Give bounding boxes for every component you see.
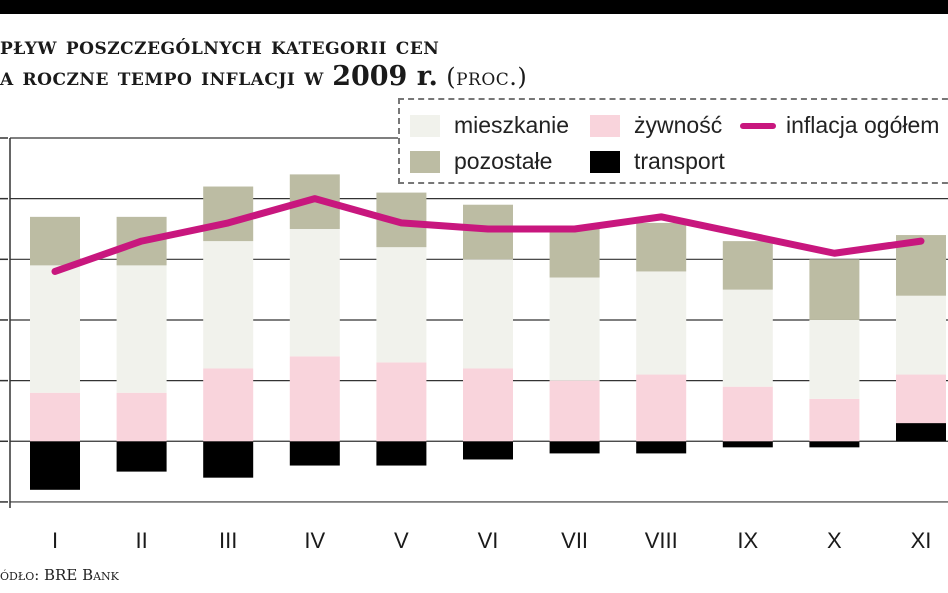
line-inflacja-ogolem [51,195,925,275]
source-note: ódło: BRE Bank [0,566,119,584]
legend-item-pozostale: pozostałe [410,148,552,175]
x-tick-label: I [52,528,58,553]
bar-mieszkanie-I [30,265,80,393]
bar-żywność-VIII [636,374,687,442]
chart-legend: mieszkanie żywność inflacja ogółem pozos… [398,98,948,184]
bar-mieszkanie-II [116,265,167,393]
legend-item-inflacja-ogolem: inflacja ogółem [740,112,939,139]
bar-transport-III [203,441,254,478]
bar-pozostałe-I [30,216,80,266]
bar-żywność-XI [896,374,946,424]
bar-transport-XI [896,423,946,442]
bar-żywność-II [116,392,167,442]
x-tick-label: VII [561,528,588,553]
bar-mieszkanie-VIII [636,271,687,375]
bar-żywność-V [376,362,427,442]
legend-swatch-mieszkanie [410,114,440,137]
bar-żywność-III [203,368,254,442]
title-year: 2009 r. [332,61,438,92]
bar-żywność-VII [549,380,600,442]
bar-transport-II [116,441,167,472]
legend-item-mieszkanie: mieszkanie [410,112,569,139]
title-line-2: a roczne tempo inflacji w [0,62,324,91]
bar-transport-IV [289,441,340,466]
bar-pozostałe-X [809,259,860,320]
x-tick-label: II [135,528,147,553]
bar-transport-I [30,441,80,490]
x-tick-label: VI [478,528,499,553]
x-tick-label: III [219,528,237,553]
legend-swatch-transport [590,150,620,173]
x-tick-label: XI [911,528,932,553]
legend-label-pozostale: pozostałe [454,148,553,174]
x-tick-label: VIII [645,528,678,553]
bar-mieszkanie-V [376,247,427,363]
bar-transport-VIII [636,441,687,454]
legend-label-mieszkanie: mieszkanie [454,112,570,138]
x-tick-label: IX [737,528,758,553]
bar-mieszkanie-IX [722,289,773,387]
bar-mieszkanie-VI [463,259,513,369]
bar-żywność-VI [463,368,513,442]
x-tick-label: IV [304,528,325,553]
bar-pozostałe-VIII [636,222,687,272]
title-line-1: pływ poszczególnych kategorii cen [0,31,440,60]
bar-żywność-I [30,392,80,442]
legend-label-inflacja: inflacja ogółem [786,112,940,138]
legend-item-transport: transport [590,148,725,175]
bar-żywność-IV [289,356,340,442]
bar-żywność-IX [722,386,773,442]
x-tick-label: X [827,528,842,553]
bar-mieszkanie-III [203,241,254,369]
title-unit: (proc.) [446,63,528,91]
legend-line-inflacja [740,122,776,129]
bar-mieszkanie-XI [896,295,946,375]
bar-transport-VII [549,441,600,454]
x-tick-label: V [394,528,409,553]
bar-pozostałe-III [203,186,254,242]
chart-title: pływ poszczególnych kategorii cen a rocz… [0,30,527,93]
bar-pozostałe-IX [722,241,773,290]
legend-label-transport: transport [634,148,725,174]
bar-mieszkanie-IV [289,228,340,357]
legend-item-zywnosc: żywność [590,112,722,139]
bar-transport-VI [463,441,513,460]
bar-żywność-X [809,398,860,442]
bar-mieszkanie-X [809,319,860,399]
bar-mieszkanie-VII [549,277,600,381]
bar-transport-IX [722,441,773,448]
legend-swatch-pozostale [410,150,440,173]
bar-transport-V [376,441,427,466]
bar-pozostałe-VII [549,228,600,278]
legend-label-zywnosc: żywność [634,112,723,138]
bar-transport-X [809,441,860,448]
legend-swatch-zywnosc [590,114,620,137]
top-bar [0,0,948,14]
